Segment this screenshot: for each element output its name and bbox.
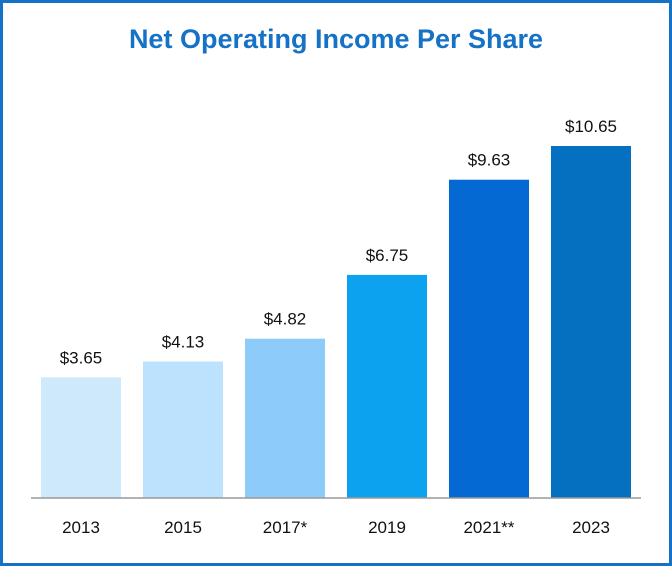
- value-label: $4.82: [264, 310, 307, 329]
- x-tick-label: 2019: [368, 518, 406, 537]
- value-label: $10.65: [565, 117, 617, 136]
- value-label: $6.75: [366, 246, 409, 265]
- x-tick-label: 2023: [572, 518, 610, 537]
- value-label: $9.63: [468, 151, 511, 170]
- bar-2019: [347, 274, 427, 498]
- value-label: $3.65: [60, 348, 103, 367]
- bar-2013: [41, 377, 121, 498]
- bar-2021: [449, 179, 529, 498]
- bar-2017: [245, 338, 325, 498]
- x-tick-label: 2017*: [263, 518, 308, 537]
- x-tick-label: 2021**: [463, 518, 514, 537]
- bar-2015: [143, 361, 223, 498]
- x-tick-label: 2013: [62, 518, 100, 537]
- chart-title: Net Operating Income Per Share: [128, 24, 544, 54]
- value-label: $4.13: [162, 332, 205, 351]
- x-tick-label: 2015: [164, 518, 202, 537]
- bar-2023: [551, 146, 631, 498]
